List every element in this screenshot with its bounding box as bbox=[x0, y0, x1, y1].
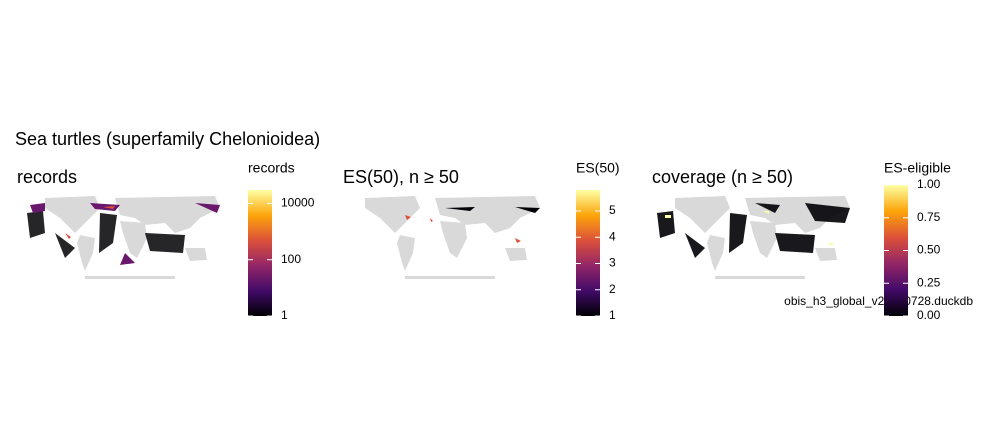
legend-title: ES-eligible bbox=[884, 160, 951, 176]
colorbar-tick-label: 3 bbox=[609, 256, 616, 270]
figure-title: Sea turtles (superfamily Chelonioidea) bbox=[15, 129, 320, 149]
legend-title: records bbox=[248, 160, 295, 176]
colorbar-tick-label: 2 bbox=[609, 282, 616, 296]
colorbar-tick-label: 1.00 bbox=[917, 177, 941, 191]
colorbar-tick-label: 5 bbox=[609, 203, 616, 217]
map-coverage bbox=[657, 196, 850, 279]
colorbar-tick-label: 0.00 bbox=[917, 308, 941, 322]
colorbar-tick-label: 1 bbox=[609, 308, 616, 322]
colorbar-tick-label: 1 bbox=[281, 308, 288, 322]
colorbar-tick-label: 0.75 bbox=[917, 210, 941, 224]
panel-subtitle: records bbox=[17, 167, 77, 187]
caption: obis_h3_global_v20260728.duckdb bbox=[784, 294, 973, 308]
map-records bbox=[27, 196, 220, 279]
panel-subtitle: coverage (n ≥ 50) bbox=[652, 167, 793, 187]
colorbar-tick-label: 0.25 bbox=[917, 275, 941, 289]
colorbar-tick-label: 0.50 bbox=[917, 243, 941, 257]
map-es50 bbox=[365, 196, 540, 279]
legend-title: ES(50) bbox=[576, 160, 620, 176]
colorbar bbox=[248, 190, 272, 316]
panel-subtitle: ES(50), n ≥ 50 bbox=[343, 167, 459, 187]
colorbar bbox=[576, 190, 600, 316]
colorbar-tick-label: 4 bbox=[609, 229, 616, 243]
colorbar-tick-label: 10000 bbox=[281, 196, 315, 210]
colorbar-tick-label: 100 bbox=[281, 252, 301, 266]
